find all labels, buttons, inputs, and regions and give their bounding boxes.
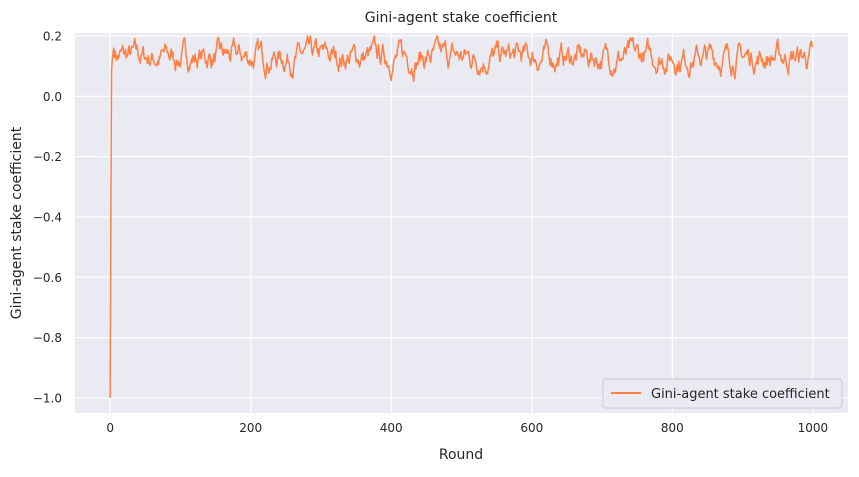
plot-area-background — [75, 33, 848, 413]
y-tick-label: 0.2 — [43, 30, 62, 44]
y-tick-label: −1.0 — [33, 391, 62, 405]
y-tick-label: −0.4 — [33, 210, 62, 224]
legend-box — [602, 378, 843, 409]
grid-lines — [75, 33, 848, 413]
x-tick-label: 800 — [661, 421, 684, 435]
x-axis-label: Round — [439, 447, 483, 463]
legend: Gini-agent stake coefficient — [602, 378, 843, 409]
chart-title: Gini-agent stake coefficient — [365, 10, 558, 26]
y-tick-label: −0.2 — [33, 150, 62, 164]
x-tick-label: 0 — [106, 421, 114, 435]
legend-label: Gini-agent stake coefficient — [651, 387, 830, 402]
x-tick-label: 400 — [380, 421, 403, 435]
series-line — [109, 35, 814, 398]
y-tick-label: −0.8 — [33, 331, 62, 345]
x-tick-label: 1000 — [798, 421, 829, 435]
y-tick-label: 0.0 — [43, 90, 62, 104]
x-tick-label: 600 — [520, 421, 543, 435]
series-layer — [109, 35, 814, 398]
x-tick-label: 200 — [239, 421, 262, 435]
y-tick-labels: −1.0 −0.8 −0.6 −0.4 −0.2 0.0 0.2 — [33, 30, 62, 406]
x-tick-labels: 0 200 400 600 800 1000 — [106, 421, 828, 435]
y-axis-label: Gini-agent stake coefficient — [9, 126, 25, 319]
y-tick-label: −0.6 — [33, 271, 62, 285]
